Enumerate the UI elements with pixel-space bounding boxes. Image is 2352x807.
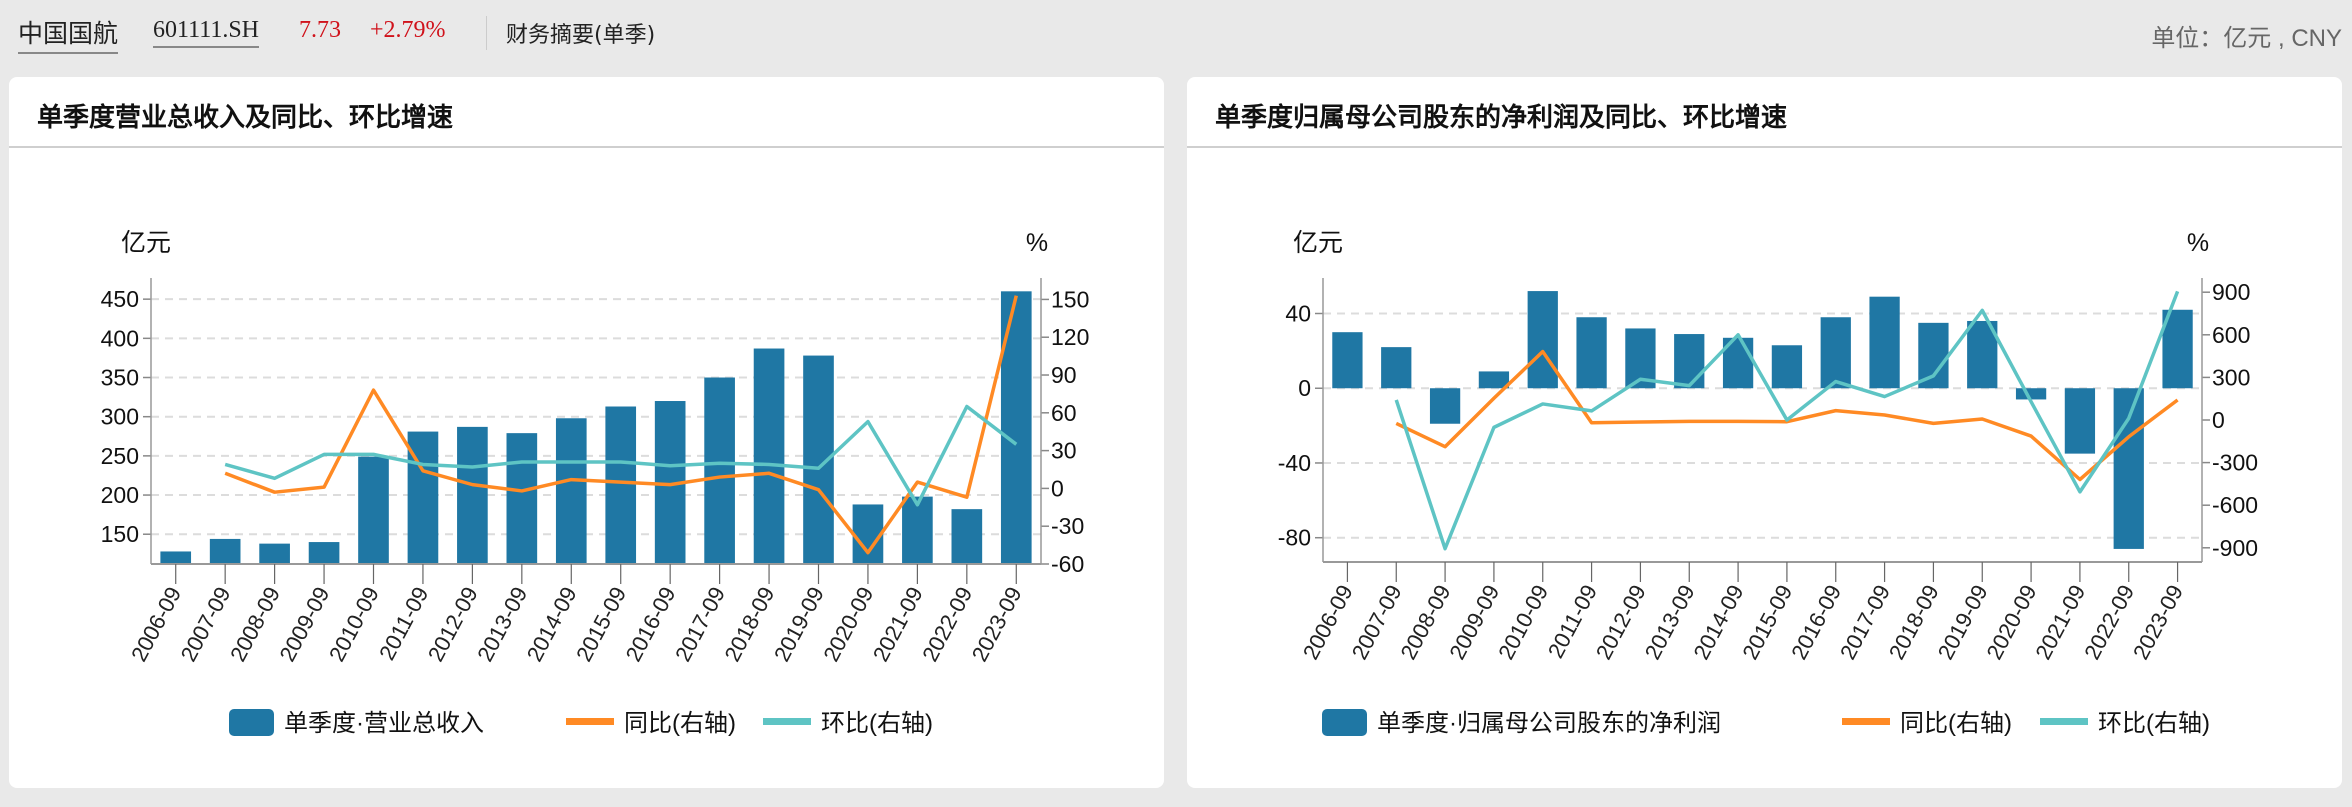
qoq-line — [1394, 290, 2180, 551]
yoy-line — [224, 295, 1018, 555]
qoq-line — [224, 404, 1018, 507]
bar — [506, 433, 538, 564]
bar — [605, 406, 637, 564]
right-tick-label: 300 — [2212, 364, 2250, 390]
bar — [259, 543, 290, 564]
chart-title: 单季度归属母公司股东的净利润及同比、环比增速 — [1215, 103, 1788, 133]
bar — [1429, 388, 1461, 424]
bar — [209, 538, 241, 564]
right-tick-label: 60 — [1051, 400, 1077, 426]
left-tick-label: -40 — [1278, 450, 1311, 476]
bar — [1771, 345, 1803, 389]
bar — [358, 456, 389, 564]
left-tick-label: 150 — [101, 521, 139, 547]
left-tick-label: 40 — [1285, 301, 1311, 327]
left-tick-label: 250 — [101, 443, 139, 469]
divider — [9, 146, 1164, 148]
right-tick-label: -30 — [1051, 513, 1084, 539]
bar — [160, 551, 192, 564]
left-axis-unit: 亿元 — [1293, 229, 1343, 257]
left-tick-label: 400 — [101, 325, 139, 351]
bar — [555, 418, 587, 564]
left-tick-label: 0 — [1298, 375, 1311, 401]
right-tick-label: 0 — [1051, 475, 1064, 501]
legend-yoy-label: 同比(右轴) — [624, 710, 736, 737]
top-bar: 中国国航 601111.SH 7.73 +2.79% 财务摘要(单季) 单位：亿… — [0, 0, 2352, 70]
stock-name-link[interactable]: 中国国航 — [18, 14, 119, 54]
bar — [2064, 388, 2096, 454]
bar — [1918, 322, 1949, 389]
right-tick-label: 90 — [1051, 362, 1077, 388]
section-title: 财务摘要(单季) — [506, 23, 656, 48]
right-tick-label: 600 — [2212, 322, 2250, 348]
divider — [1187, 146, 2342, 148]
bar — [951, 509, 983, 564]
legend-qoq-swatch — [2040, 718, 2088, 725]
right-tick-label: -600 — [2212, 492, 2258, 518]
right-axis-unit: % — [2187, 229, 2209, 257]
bar — [1674, 334, 1705, 389]
price-change: +2.79% — [370, 17, 446, 43]
right-tick-label: 150 — [1051, 286, 1089, 312]
left-tick-label: 350 — [101, 365, 139, 391]
legend-yoy-label: 同比(右轴) — [1900, 710, 2012, 737]
bar — [2162, 309, 2193, 389]
left-tick-label: 450 — [101, 286, 139, 312]
bar — [1820, 317, 1851, 389]
bar — [704, 377, 735, 564]
right-tick-label: 0 — [2212, 407, 2225, 433]
right-tick-label: -60 — [1051, 551, 1084, 577]
divider — [486, 16, 487, 50]
bar — [1527, 291, 1558, 389]
net-profit-chart-card: 单季度归属母公司股东的净利润及同比、环比增速 — [1187, 77, 2342, 788]
bar — [753, 348, 785, 564]
chart-title: 单季度营业总收入及同比、环比增速 — [37, 103, 454, 133]
right-tick-label: 900 — [2212, 279, 2250, 305]
legend-bar-swatch — [1322, 709, 1367, 736]
stock-price: 7.73 — [299, 17, 341, 43]
unit-label: 单位：亿元 , CNY — [2151, 25, 2342, 52]
right-tick-label: -900 — [2212, 535, 2258, 561]
right-tick-label: -300 — [2212, 450, 2258, 476]
left-tick-label: -80 — [1278, 525, 1311, 551]
legend-bar-label: 单季度·归属母公司股东的净利润 — [1377, 710, 1721, 737]
bar — [2015, 388, 2047, 400]
legend-yoy-swatch — [1842, 718, 1890, 725]
left-axis-unit: 亿元 — [121, 229, 171, 257]
bar — [457, 426, 488, 564]
bar — [1869, 296, 1900, 389]
bar — [308, 542, 340, 564]
right-axis-unit: % — [1026, 229, 1048, 257]
legend-qoq-label: 环比(右轴) — [821, 710, 933, 737]
right-tick-label: 30 — [1051, 438, 1077, 464]
legend-qoq-label: 环比(右轴) — [2098, 710, 2210, 737]
legend-bar-label: 单季度·营业总收入 — [284, 710, 484, 737]
legend-yoy-swatch — [566, 718, 614, 725]
bar — [1576, 317, 1607, 389]
bar — [852, 504, 884, 564]
legend-qoq-swatch — [763, 718, 811, 725]
left-tick-label: 300 — [101, 404, 139, 430]
bar — [1332, 332, 1363, 389]
legend-bar-swatch — [229, 709, 274, 736]
bar — [1478, 371, 1510, 389]
bar — [1381, 347, 1412, 389]
left-tick-label: 200 — [101, 482, 139, 508]
bar — [2113, 388, 2144, 549]
right-tick-label: 120 — [1051, 324, 1089, 350]
stock-code-link[interactable]: 601111.SH — [153, 17, 260, 48]
bar — [902, 496, 933, 564]
